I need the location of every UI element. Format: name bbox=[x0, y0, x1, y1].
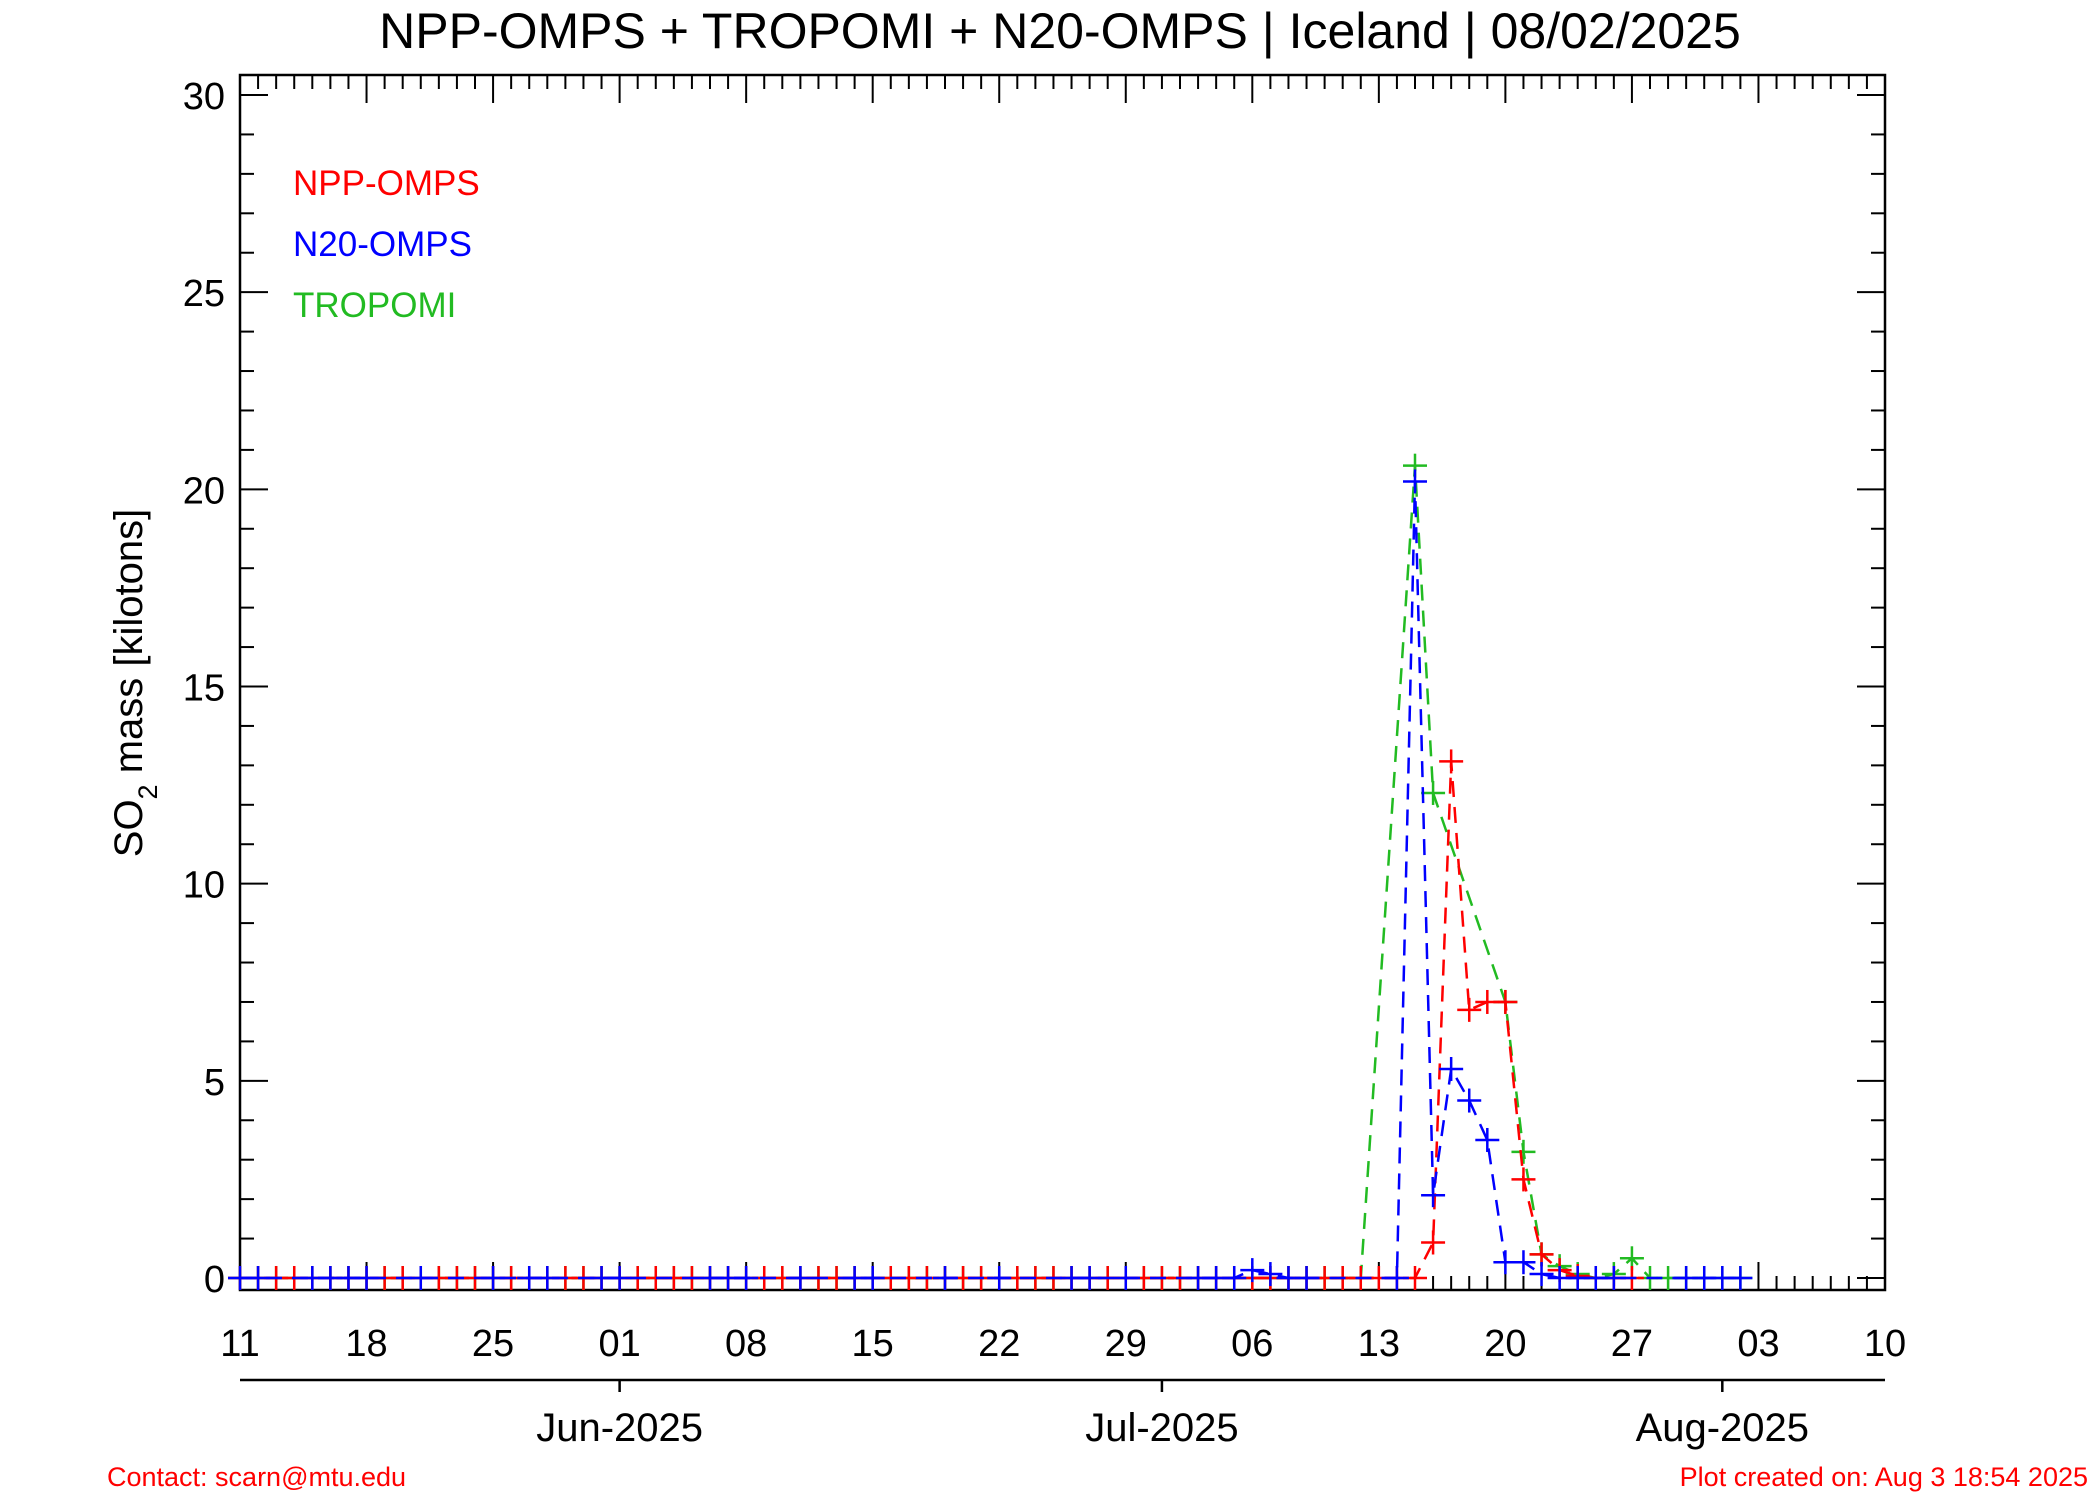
series-npp-omps bbox=[228, 749, 1644, 1290]
series-tropomi bbox=[228, 453, 1753, 1290]
series-line-n20-omps bbox=[240, 481, 1741, 1280]
data-point-n20-omps bbox=[1222, 1266, 1247, 1290]
data-point-n20-omps bbox=[734, 1266, 759, 1290]
y-tick-label: 5 bbox=[204, 1062, 225, 1104]
series-n20-omps bbox=[228, 469, 1753, 1290]
x-tick-label: 29 bbox=[1105, 1323, 1147, 1365]
data-point-n20-omps bbox=[1294, 1266, 1319, 1290]
y-tick-label: 0 bbox=[204, 1259, 225, 1301]
series-line-npp-omps bbox=[240, 761, 1632, 1280]
month-axis: Jun-2025 Jul-2025 Aug-2025 bbox=[240, 1378, 1885, 1450]
plot-created-text: Plot created on: Aug 3 18:54 2025 bbox=[1680, 1462, 2088, 1492]
data-point-n20-omps bbox=[1258, 1262, 1283, 1287]
data-point-n20-omps bbox=[1529, 1262, 1554, 1287]
data-point-n20-omps bbox=[535, 1266, 560, 1290]
x-tick-label: 15 bbox=[852, 1323, 894, 1365]
data-point-n20-omps bbox=[933, 1266, 957, 1290]
data-point-n20-omps bbox=[1457, 1088, 1482, 1113]
data-point-n20-omps bbox=[408, 1266, 433, 1290]
data-point-n20-omps bbox=[354, 1266, 379, 1290]
y-axis-label: SO2 mass [kilotons] bbox=[107, 509, 163, 857]
data-point-tropomi bbox=[1421, 780, 1446, 805]
data-point-n20-omps bbox=[1113, 1266, 1138, 1290]
data-point-n20-omps bbox=[1077, 1266, 1102, 1290]
data-point-n20-omps bbox=[1439, 1057, 1464, 1082]
data-point-npp-omps bbox=[1421, 1230, 1446, 1255]
chart-title: NPP-OMPS + TROPOMI + N20-OMPS | Iceland … bbox=[379, 3, 1741, 59]
data-point-n20-omps bbox=[1511, 1250, 1536, 1275]
x-tick-label: 11 bbox=[220, 1323, 259, 1365]
month-label: Jul-2025 bbox=[1085, 1406, 1238, 1450]
data-point-n20-omps bbox=[1728, 1266, 1753, 1290]
data-point-n20-omps bbox=[481, 1266, 506, 1290]
data-point-n20-omps bbox=[1240, 1258, 1265, 1283]
month-label: Aug-2025 bbox=[1636, 1406, 1809, 1450]
x-tick-label: 06 bbox=[1231, 1323, 1273, 1365]
y-tick-label: 25 bbox=[183, 273, 225, 315]
data-point-npp-omps bbox=[1493, 989, 1518, 1014]
data-point-n20-omps bbox=[1475, 1127, 1500, 1152]
legend-npp-omps: NPP-OMPS bbox=[293, 164, 480, 203]
plot-frame bbox=[238, 73, 1887, 1292]
x-tick-label: 22 bbox=[978, 1323, 1020, 1365]
data-point-n20-omps bbox=[1384, 1266, 1409, 1290]
x-tick-label: 27 bbox=[1611, 1323, 1653, 1365]
x-tick-label: 01 bbox=[598, 1323, 640, 1365]
month-label: Jun-2025 bbox=[536, 1406, 703, 1450]
data-point-n20-omps bbox=[607, 1266, 632, 1290]
data-point-n20-omps bbox=[246, 1266, 271, 1290]
x-tick-label: 08 bbox=[725, 1323, 767, 1365]
y-axis: 0 5 10 15 20 25 30 bbox=[183, 76, 1885, 1301]
data-point-n20-omps bbox=[860, 1266, 885, 1290]
series-layer bbox=[228, 453, 1753, 1290]
y-tick-label: 30 bbox=[183, 76, 225, 118]
data-point-n20-omps bbox=[1601, 1266, 1626, 1290]
x-tick-label: 25 bbox=[472, 1323, 514, 1365]
legend: NPP-OMPS N20-OMPS TROPOMI bbox=[293, 164, 480, 325]
data-point-npp-omps bbox=[1439, 749, 1464, 774]
x-tick-label: 20 bbox=[1484, 1323, 1526, 1365]
x-tick-label: 10 bbox=[1864, 1323, 1906, 1365]
x-tick-label: 03 bbox=[1737, 1323, 1779, 1365]
contact-text: Contact: scarn@mtu.edu bbox=[107, 1462, 406, 1492]
x-axis: 11 18 25 01 08 15 22 29 06 13 20 27 03 10 bbox=[220, 75, 1906, 1365]
data-point-tropomi bbox=[1511, 1139, 1536, 1164]
legend-n20-omps: N20-OMPS bbox=[293, 225, 472, 264]
y-tick-label: 10 bbox=[183, 865, 225, 907]
data-point-npp-omps bbox=[1457, 997, 1482, 1022]
data-point-n20-omps bbox=[788, 1266, 813, 1290]
legend-tropomi: TROPOMI bbox=[293, 286, 456, 325]
y-tick-label: 15 bbox=[183, 668, 225, 710]
data-point-npp-omps bbox=[1511, 1167, 1536, 1192]
y-tick-label: 20 bbox=[183, 470, 225, 512]
series-line-tropomi bbox=[240, 465, 1741, 1280]
data-point-n20-omps bbox=[1421, 1183, 1446, 1208]
x-tick-label: 18 bbox=[345, 1323, 387, 1365]
data-point-n20-omps bbox=[1403, 469, 1427, 494]
data-point-n20-omps bbox=[987, 1266, 1012, 1290]
x-tick-label: 13 bbox=[1358, 1323, 1400, 1365]
